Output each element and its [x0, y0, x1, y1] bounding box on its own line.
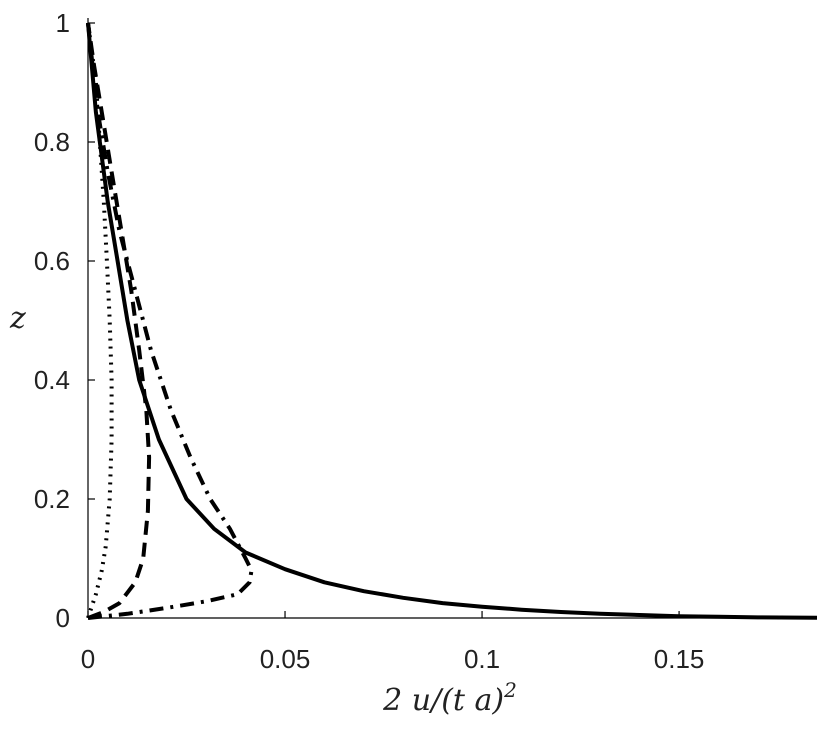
tick-group: 0 0.05 0.1 0.15 0 0.2 0.4 0.6 0.8 1 — [34, 8, 705, 674]
plot-area — [87, 18, 817, 619]
y-tick-label: 0 — [56, 603, 70, 633]
x-axis-label-superscript: 2 — [503, 678, 517, 702]
y-tick-label: 1 — [56, 8, 70, 38]
x-tick-label: 0.05 — [260, 644, 311, 674]
x-axis-label: 2 u/(t a)2 — [382, 678, 517, 718]
y-tick-label: 0.2 — [34, 484, 70, 514]
x-tick-label: 0.15 — [654, 644, 705, 674]
series-dashed-line — [86, 22, 152, 620]
y-axis-label: z — [9, 301, 26, 336]
y-tick-label: 0.4 — [34, 365, 70, 395]
x-tick-label: 0.1 — [464, 644, 500, 674]
series-group — [86, 22, 818, 620]
y-tick-label: 0.8 — [34, 127, 70, 157]
series-solid-line — [86, 22, 818, 620]
x-axis-label-main: 2 u/(t a) — [382, 683, 504, 718]
x-tick-label: 0 — [81, 644, 95, 674]
series-dash-dot-line — [86, 22, 254, 620]
y-tick-label: 0.6 — [34, 246, 70, 276]
